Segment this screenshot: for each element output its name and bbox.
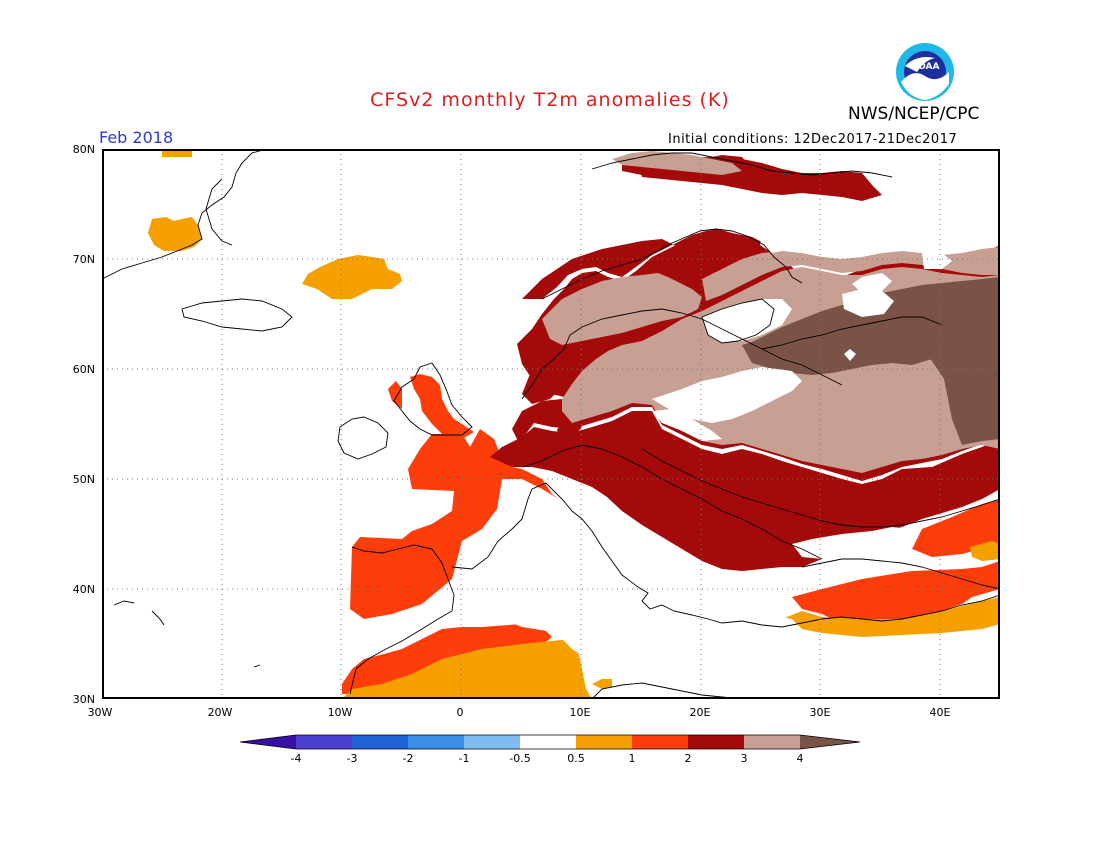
lon-label-30e: 30E — [809, 706, 831, 719]
noaa-logo-icon: NOAA — [896, 43, 954, 101]
lat-label-80n: 80N — [72, 143, 95, 156]
colorbar-swatch-0 — [240, 735, 296, 749]
colorbar-swatch-9 — [744, 735, 800, 749]
colorbar-label-2: 2 — [684, 752, 692, 765]
anomaly-dark-brown — [742, 277, 1000, 445]
lon-label-0: 0 — [456, 706, 464, 719]
agency-label: NWS/NCEP/CPC — [848, 104, 980, 124]
lon-label-20e: 20E — [689, 706, 711, 719]
lon-label-10e: 10E — [569, 706, 591, 719]
colorbar-swatch-4 — [464, 735, 520, 749]
lat-label-70n: 70N — [72, 253, 95, 266]
colorbar-label-minus3: -3 — [346, 752, 358, 765]
anomaly-map — [102, 149, 1000, 699]
colorbar-swatch-7 — [632, 735, 688, 749]
anomaly-orange-zones — [148, 149, 1000, 699]
colorbar-label-minus1: -1 — [458, 752, 470, 765]
colorbar-swatch-10 — [800, 735, 860, 749]
colorbar-label-minus2: -2 — [402, 752, 414, 765]
lon-label-40e: 40E — [929, 706, 951, 719]
colorbar-label-minus4: -4 — [290, 752, 302, 765]
colorbar-swatch-5 — [520, 735, 576, 749]
forecast-month: Feb 2018 — [99, 128, 174, 147]
lon-label-10w: 10W — [327, 706, 353, 719]
lat-label-30n: 30N — [72, 693, 95, 706]
lon-label-20w: 20W — [207, 706, 233, 719]
map-border — [102, 149, 1000, 699]
lat-label-60n: 60N — [72, 363, 95, 376]
map-title: CFSv2 monthly T2m anomalies (K) — [370, 89, 730, 111]
noaa-logo-text: NOAA — [911, 62, 940, 72]
lon-label-30w: 30W — [87, 706, 113, 719]
colorbar-swatch-1 — [296, 735, 352, 749]
colorbar — [240, 734, 860, 750]
colorbar-swatch-8 — [688, 735, 744, 749]
lat-label-40n: 40N — [72, 583, 95, 596]
colorbar-swatch-6 — [576, 735, 632, 749]
colorbar-swatch-3 — [408, 735, 464, 749]
colorbar-label-0-5: 0.5 — [567, 752, 585, 765]
initial-conditions: Initial conditions: 12Dec2017-21Dec2017 — [668, 132, 958, 147]
coastlines — [102, 149, 1000, 699]
colorbar-label-minus0-5: -0.5 — [509, 752, 531, 765]
colorbar-label-4: 4 — [796, 752, 804, 765]
colorbar-label-3: 3 — [740, 752, 748, 765]
lat-label-50n: 50N — [72, 473, 95, 486]
colorbar-swatch-2 — [352, 735, 408, 749]
graticule — [102, 149, 1000, 699]
colorbar-label-1: 1 — [628, 752, 636, 765]
